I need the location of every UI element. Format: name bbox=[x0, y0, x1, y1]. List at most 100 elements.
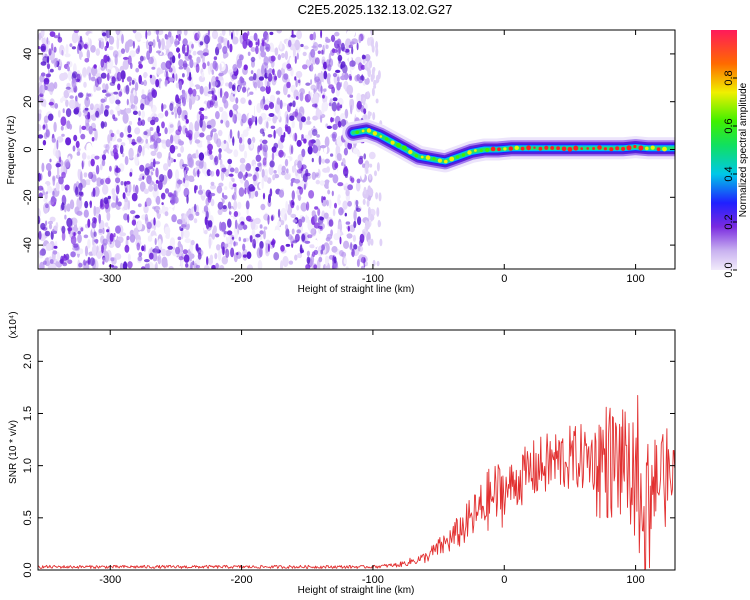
noise-blob bbox=[169, 102, 174, 112]
noise-blob bbox=[263, 229, 266, 240]
noise-blob bbox=[255, 41, 258, 46]
noise-blob bbox=[358, 223, 364, 232]
noise-blob bbox=[332, 123, 338, 130]
noise-blob bbox=[229, 129, 233, 139]
ridge-hotspot bbox=[514, 145, 519, 150]
noise-blob bbox=[216, 244, 221, 251]
noise-blob bbox=[132, 30, 137, 34]
noise-blob bbox=[268, 102, 275, 109]
ridge-hotspot bbox=[662, 146, 667, 152]
noise-blob bbox=[125, 108, 132, 114]
noise-blob bbox=[194, 139, 201, 144]
noise-blob bbox=[158, 38, 161, 49]
ridge-hotspot bbox=[533, 146, 536, 149]
noise-blob bbox=[370, 238, 374, 246]
noise-blob bbox=[277, 126, 283, 137]
noise-blob bbox=[105, 152, 109, 165]
noise-blob bbox=[45, 203, 49, 209]
noise-blob bbox=[38, 124, 42, 132]
snr-x-tick-label: 100 bbox=[626, 574, 644, 586]
noise-blob bbox=[98, 213, 101, 224]
noise-blob bbox=[248, 76, 255, 81]
noise-blob bbox=[73, 156, 79, 169]
ridge-hotspot bbox=[561, 146, 567, 152]
noise-blob bbox=[296, 205, 300, 211]
noise-blob bbox=[148, 44, 153, 54]
noise-blob bbox=[176, 47, 180, 53]
noise-blob bbox=[228, 30, 232, 36]
noise-blob bbox=[273, 142, 279, 149]
noise-blob bbox=[220, 221, 227, 232]
ridge-hotspot bbox=[402, 145, 407, 151]
noise-blob bbox=[371, 87, 375, 97]
noise-blob bbox=[208, 81, 211, 90]
noise-blob bbox=[151, 171, 154, 176]
noise-blob bbox=[324, 136, 330, 147]
noise-blob bbox=[156, 50, 162, 54]
noise-blob bbox=[306, 256, 311, 265]
noise-blob bbox=[77, 168, 81, 179]
noise-blob bbox=[262, 39, 265, 47]
noise-blob bbox=[252, 174, 257, 182]
noise-blob bbox=[131, 141, 137, 145]
noise-blob bbox=[361, 74, 364, 82]
noise-blob bbox=[326, 125, 332, 129]
noise-blob bbox=[184, 114, 188, 120]
noise-blob bbox=[305, 264, 311, 269]
noise-blob bbox=[170, 195, 176, 206]
noise-blob bbox=[82, 67, 87, 78]
noise-blob bbox=[42, 56, 49, 64]
noise-blob bbox=[225, 120, 230, 128]
snr-x-axis-label: Height of straight line (km) bbox=[298, 585, 415, 596]
spectrogram-noise-layer bbox=[38, 30, 383, 269]
noise-blob bbox=[286, 168, 289, 174]
noise-blob bbox=[49, 68, 54, 73]
noise-blob bbox=[75, 186, 79, 196]
noise-blob bbox=[143, 131, 148, 136]
noise-blob bbox=[263, 226, 268, 230]
noise-blob bbox=[56, 251, 60, 262]
noise-blob bbox=[184, 238, 192, 244]
noise-blob bbox=[218, 72, 224, 77]
noise-blob bbox=[77, 233, 82, 244]
noise-blob bbox=[285, 243, 291, 247]
noise-blob bbox=[208, 220, 213, 228]
noise-blob bbox=[344, 173, 348, 178]
noise-blob bbox=[145, 197, 152, 207]
noise-blob bbox=[190, 239, 195, 246]
noise-blob bbox=[199, 184, 202, 191]
noise-blob bbox=[51, 42, 54, 51]
noise-blob bbox=[147, 263, 150, 269]
noise-blob bbox=[149, 127, 154, 131]
noise-blob bbox=[137, 144, 143, 154]
noise-blob bbox=[294, 39, 301, 51]
noise-blob bbox=[329, 240, 333, 246]
noise-blob bbox=[365, 164, 369, 174]
noise-blob bbox=[307, 145, 313, 155]
noise-blob bbox=[233, 211, 239, 217]
noise-blob bbox=[328, 173, 334, 178]
noise-blob bbox=[273, 170, 277, 174]
noise-blob bbox=[134, 154, 139, 166]
noise-blob bbox=[84, 58, 90, 63]
noise-blob bbox=[317, 208, 321, 217]
noise-blob bbox=[321, 102, 325, 114]
noise-blob bbox=[164, 80, 168, 87]
noise-blob bbox=[67, 259, 73, 265]
noise-blob bbox=[76, 151, 81, 156]
noise-blob bbox=[308, 90, 311, 100]
noise-blob bbox=[186, 44, 189, 55]
noise-blob bbox=[127, 134, 133, 138]
noise-blob bbox=[313, 239, 318, 248]
noise-blob bbox=[108, 35, 115, 45]
noise-blob bbox=[112, 147, 118, 155]
noise-blob bbox=[263, 175, 269, 182]
noise-blob bbox=[70, 235, 77, 245]
noise-blob bbox=[42, 139, 47, 146]
noise-blob bbox=[73, 134, 78, 142]
noise-blob bbox=[262, 131, 266, 137]
noise-blob bbox=[339, 104, 343, 109]
noise-blob bbox=[88, 33, 94, 39]
noise-blob bbox=[284, 158, 289, 167]
noise-blob bbox=[76, 115, 80, 126]
